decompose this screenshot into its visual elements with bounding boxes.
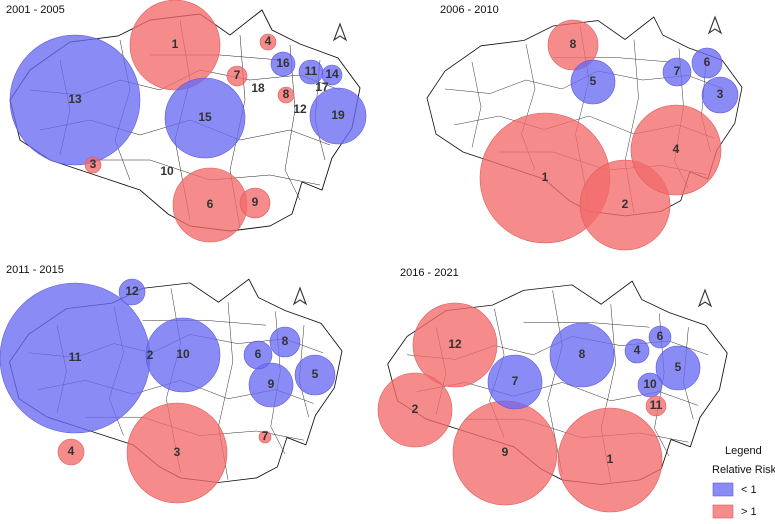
cluster-label: 13: [68, 92, 82, 106]
cluster-label: 16: [276, 56, 290, 70]
cluster-label: 5: [590, 74, 597, 88]
cluster-circle: [259, 33, 277, 51]
cluster-label: 12: [125, 284, 139, 298]
cluster-label: 10: [176, 347, 190, 361]
cluster-circle: [547, 19, 599, 71]
cluster-circle: [624, 338, 650, 364]
cluster-label: 1: [542, 170, 549, 184]
north-arrow: [293, 287, 307, 305]
cluster-circle: [487, 354, 543, 410]
cluster-label: 6: [704, 55, 711, 69]
cluster-label: 10: [160, 164, 174, 178]
cluster-label: 15: [198, 110, 212, 124]
cluster-circle: [118, 278, 146, 306]
cluster-label: 9: [502, 445, 509, 459]
cluster-circle: [655, 345, 701, 391]
legend-item: < 1: [741, 484, 757, 496]
cluster-circle: [270, 51, 296, 77]
cluster-label: 6: [255, 347, 262, 361]
cluster-circle: [321, 64, 343, 86]
cluster-label: 9: [252, 195, 259, 209]
cluster-circle: [377, 372, 453, 448]
legend-item: > 1: [741, 506, 757, 518]
cluster-label: 11: [650, 398, 663, 412]
north-arrow: [333, 23, 347, 41]
cluster-label: 8: [283, 87, 290, 101]
cluster-label: 11: [69, 350, 82, 364]
cluster-circle: [645, 395, 667, 417]
cluster-circle: [294, 354, 336, 396]
legend-swatch: [712, 482, 734, 497]
cluster-label: 1: [172, 37, 179, 51]
cluster-circle: [57, 438, 85, 466]
cluster-circle: [248, 362, 294, 408]
legend-title: Legend: [725, 445, 762, 457]
cluster-label: 2: [147, 348, 154, 362]
cluster-label: 12: [293, 102, 307, 116]
cluster-circle: [630, 104, 722, 196]
panel-title: 2001 - 2005: [6, 4, 65, 16]
cluster-label: 2: [622, 197, 629, 211]
cluster-circle: [637, 372, 663, 398]
cluster-label: 17: [315, 80, 329, 94]
legend: Legend Relative Risk < 1 > 1: [712, 445, 775, 519]
cluster-circle: [277, 86, 295, 104]
panel-title: 2011 - 2015: [6, 264, 64, 276]
cluster-circle: [309, 87, 367, 145]
cluster-label: 4: [265, 34, 272, 48]
cluster-circle: [164, 77, 246, 159]
legend-swatch: [712, 504, 734, 519]
cluster-circle: [226, 65, 248, 87]
cluster-label: 7: [262, 429, 269, 443]
cluster-label: 11: [305, 64, 318, 78]
panel-title: 2016 - 2021: [400, 267, 459, 279]
cluster-circle: [701, 76, 739, 114]
cluster-label: 2: [412, 402, 419, 416]
cluster-label: 8: [570, 37, 577, 51]
cluster-label: 14: [325, 67, 339, 81]
cluster-label: 8: [282, 334, 289, 348]
cluster-label: 4: [68, 444, 75, 458]
cluster-circle: [412, 302, 498, 388]
cluster-label: 3: [90, 157, 97, 171]
north-arrow: [698, 289, 712, 307]
cluster-circle: [691, 47, 723, 79]
cluster-label: 3: [174, 445, 181, 459]
cluster-circle: [129, 0, 221, 91]
cluster-label: 7: [234, 68, 241, 82]
cluster-label: 3: [717, 87, 724, 101]
cluster-circle: [662, 57, 692, 87]
cluster-circle: [557, 407, 663, 513]
cluster-circle: [243, 340, 273, 370]
cluster-label: 18: [251, 81, 265, 95]
cluster-label: 4: [673, 142, 680, 156]
cluster-label: 7: [674, 64, 681, 78]
cluster-label: 6: [207, 197, 214, 211]
cluster-label: 7: [512, 374, 519, 388]
cluster-circle: [570, 59, 616, 105]
legend-subtitle: Relative Risk: [712, 464, 775, 476]
cluster-circle: [9, 34, 141, 166]
cluster-label: 5: [675, 360, 682, 374]
cluster-circle: [145, 317, 221, 393]
cluster-label: 1: [607, 452, 614, 466]
panel-title: 2006 - 2010: [440, 4, 499, 16]
cluster-label: 4: [634, 343, 641, 357]
cluster-label: 9: [268, 377, 275, 391]
cluster-circle: [239, 187, 271, 219]
cluster-circle: [84, 156, 102, 174]
north-arrow: [708, 16, 722, 34]
cluster-label: 19: [331, 108, 345, 122]
cluster-circle: [549, 322, 615, 388]
cluster-label: 8: [579, 347, 586, 361]
cluster-circle: [258, 430, 272, 444]
cluster-circle: [126, 402, 228, 504]
cluster-circle: [648, 325, 672, 349]
cluster-circle: [269, 326, 301, 358]
cluster-label: 10: [643, 377, 657, 391]
cluster-label: 12: [448, 337, 462, 351]
cluster-label: 6: [657, 329, 664, 343]
cluster-label: 5: [312, 367, 319, 381]
